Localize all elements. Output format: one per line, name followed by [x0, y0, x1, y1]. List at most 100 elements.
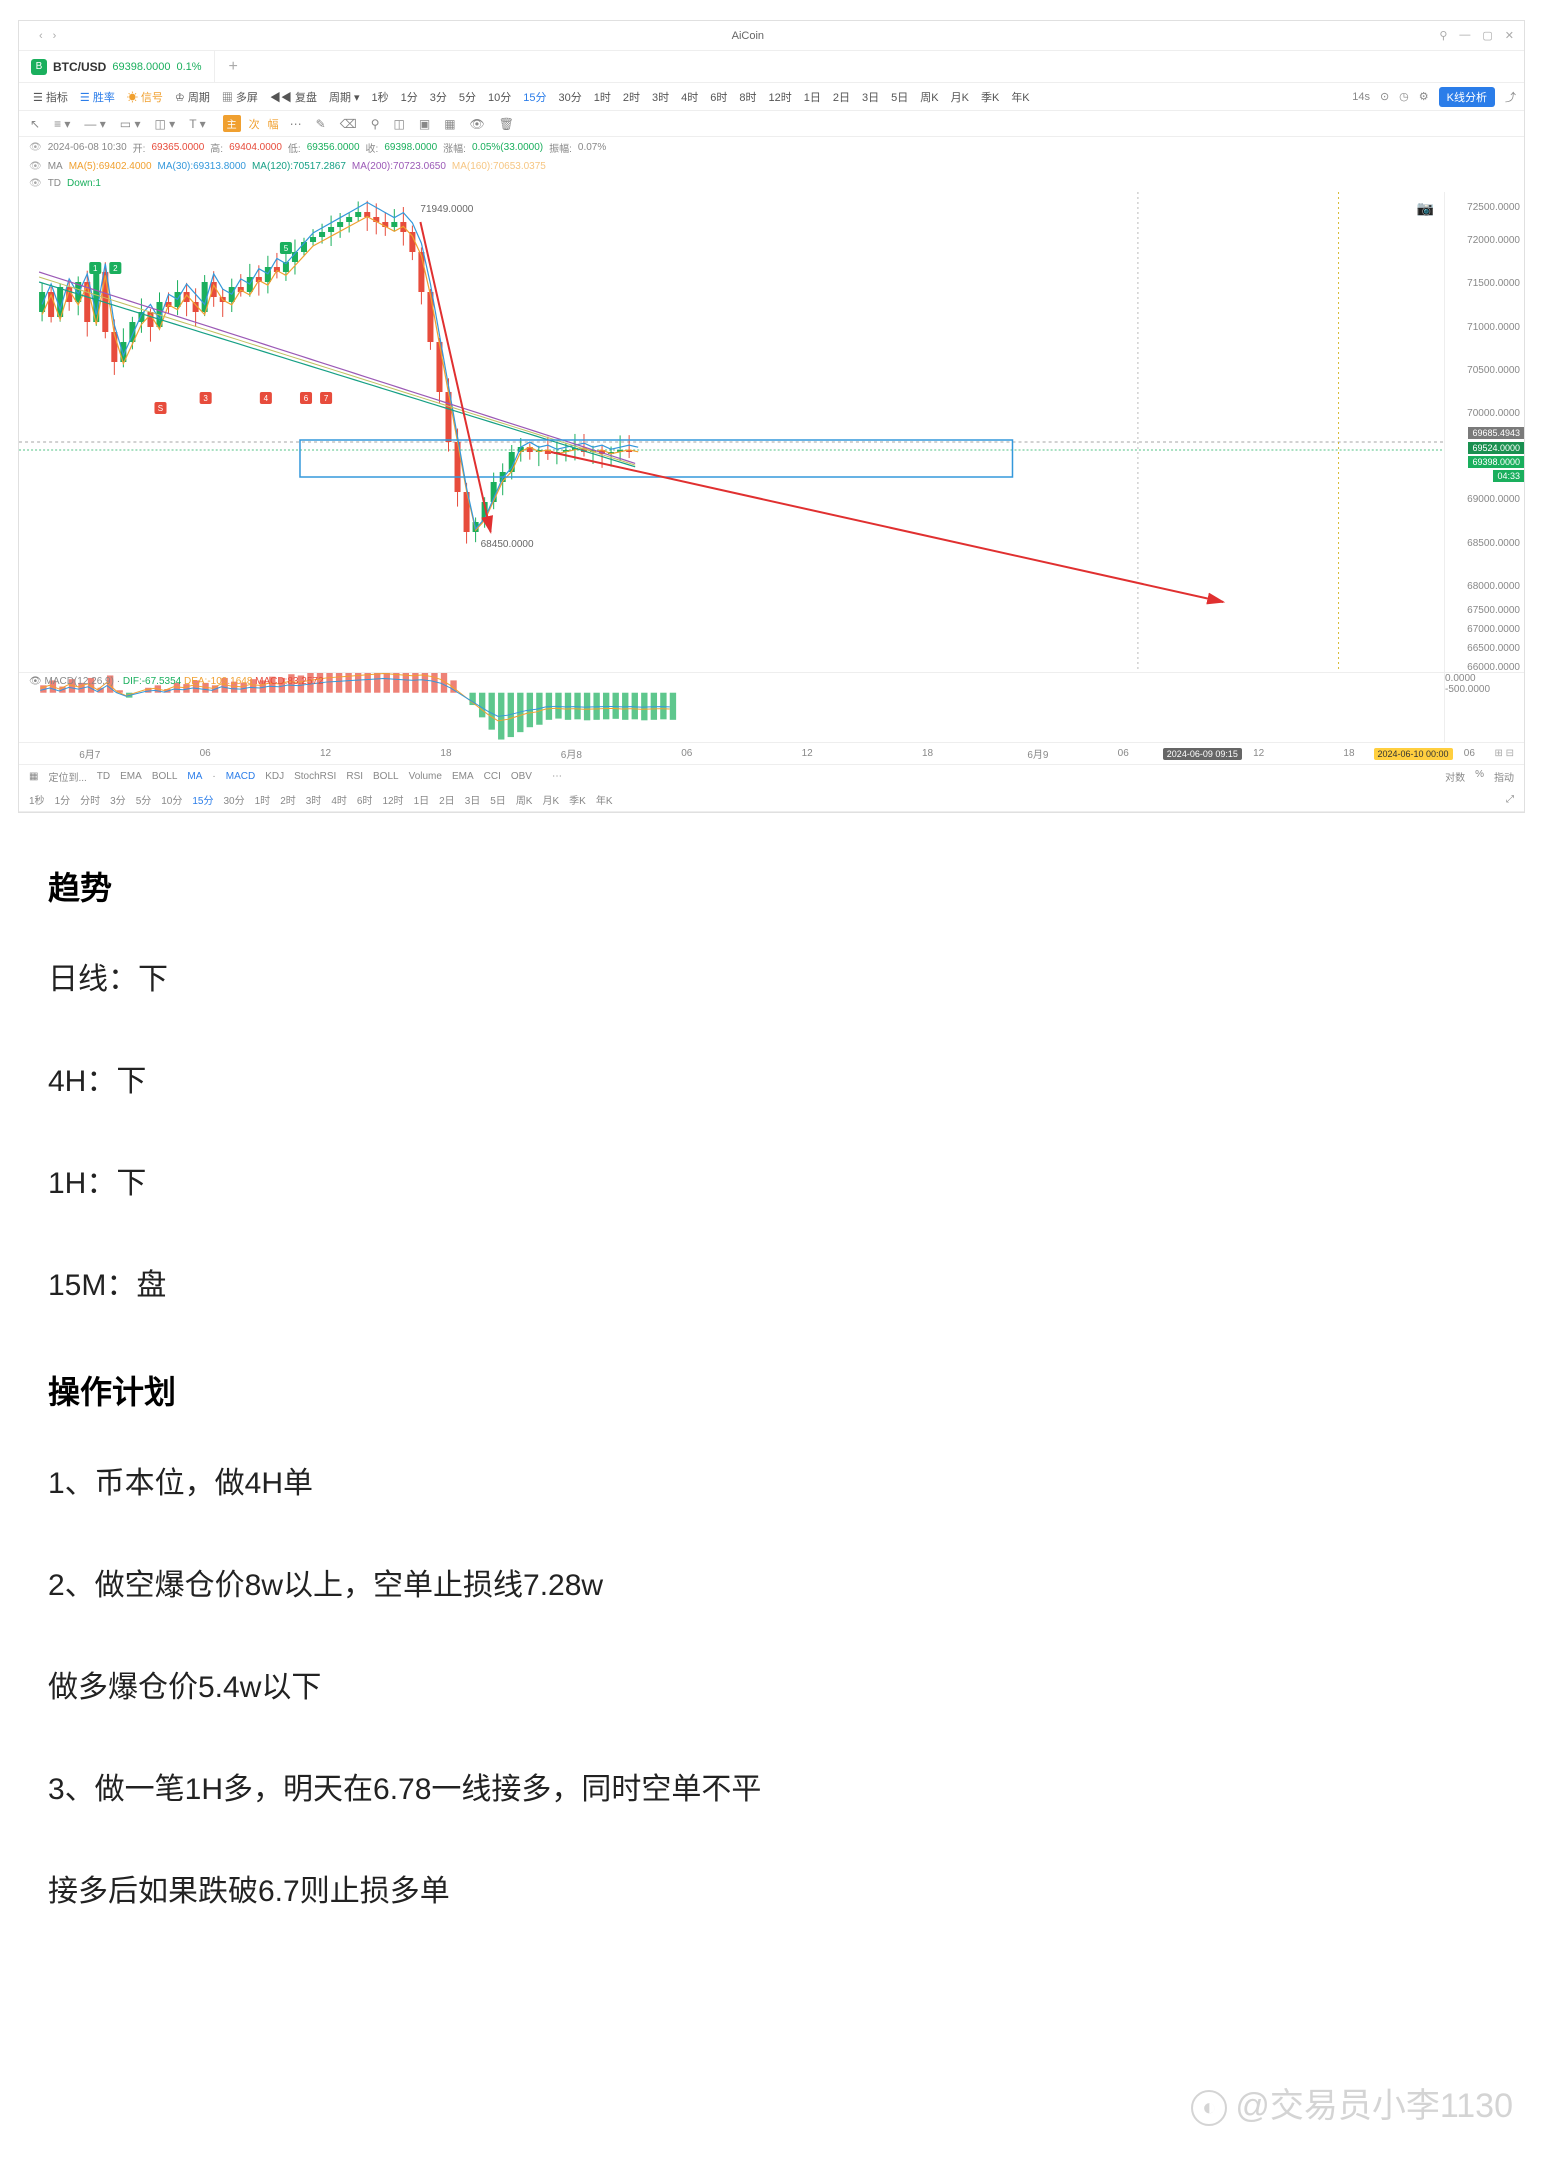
- tf2-3分[interactable]: 3分: [110, 792, 126, 807]
- symbol-tab[interactable]: B BTC/USD 69398.0000 0.1%: [19, 51, 215, 82]
- tf-月K[interactable]: 月K: [945, 92, 975, 104]
- tf2-周K[interactable]: 周K: [516, 792, 533, 807]
- tf2-1日[interactable]: 1日: [414, 792, 430, 807]
- zoom-out-icon[interactable]: ⊟: [1506, 748, 1514, 759]
- magnet-icon[interactable]: ⚲: [368, 117, 383, 131]
- tf2-15分[interactable]: 15分: [192, 792, 213, 807]
- layers-icon[interactable]: ▣: [416, 117, 433, 131]
- line-tool-icon[interactable]: ≡ ▾: [51, 117, 73, 131]
- ind-KDJ[interactable]: KDJ: [265, 771, 284, 782]
- expand-icon[interactable]: ⤢: [1506, 794, 1514, 805]
- tb-indicator[interactable]: ☰ 指标: [27, 89, 74, 105]
- tf-1时[interactable]: 1时: [588, 92, 617, 104]
- maximize-icon[interactable]: ▢: [1482, 29, 1492, 42]
- tf2-4时[interactable]: 4时: [331, 792, 347, 807]
- ind-·[interactable]: ·: [212, 771, 215, 782]
- alert-icon[interactable]: ⊙: [1380, 90, 1389, 103]
- tf-5分[interactable]: 5分: [453, 92, 482, 104]
- tf-2时[interactable]: 2时: [617, 92, 646, 104]
- trash-icon[interactable]: 🗑: [496, 117, 517, 131]
- tf2-月K[interactable]: 月K: [542, 792, 559, 807]
- brush-icon[interactable]: ✎: [313, 117, 329, 131]
- more-tools-icon[interactable]: ⋯: [287, 117, 305, 131]
- tf2-季K[interactable]: 季K: [569, 792, 586, 807]
- locate-button[interactable]: 定位到...: [48, 769, 86, 784]
- price-chart[interactable]: 📷 1234567S71949.000068450.0000 72500.000…: [19, 192, 1524, 672]
- tf-30分[interactable]: 30分: [553, 92, 588, 104]
- ind-RSI[interactable]: RSI: [346, 771, 363, 782]
- close-icon[interactable]: ✕: [1505, 29, 1514, 42]
- tf2-3日[interactable]: 3日: [465, 792, 481, 807]
- tf-4时[interactable]: 4时: [675, 92, 704, 104]
- tf-3日[interactable]: 3日: [856, 92, 885, 104]
- cursor-tool-icon[interactable]: ↖: [27, 117, 43, 131]
- tf-6时[interactable]: 6时: [704, 92, 733, 104]
- ind-CCI[interactable]: CCI: [484, 771, 501, 782]
- tf2-年K[interactable]: 年K: [596, 792, 613, 807]
- tf2-5分[interactable]: 5分: [136, 792, 152, 807]
- ind-BOLL[interactable]: BOLL: [152, 771, 178, 782]
- tf2-3时[interactable]: 3时: [306, 792, 322, 807]
- tb-signal[interactable]: ☀ 信号: [121, 89, 169, 105]
- tf-1日[interactable]: 1日: [798, 92, 827, 104]
- add-tab-button[interactable]: +: [215, 58, 252, 76]
- tf2-6时[interactable]: 6时: [357, 792, 373, 807]
- tf2-1秒[interactable]: 1秒: [29, 792, 45, 807]
- tf2-5日[interactable]: 5日: [490, 792, 506, 807]
- kline-analysis-button[interactable]: K线分析: [1439, 87, 1495, 107]
- tf-周K[interactable]: 周K: [914, 92, 944, 104]
- fib-tool-icon[interactable]: ◫ ▾: [151, 117, 178, 131]
- tf2-分时[interactable]: 分时: [80, 792, 100, 807]
- main-indicator-label[interactable]: 主: [223, 115, 241, 132]
- tf-季K[interactable]: 季K: [975, 92, 1005, 104]
- tb-winrate[interactable]: ☰ 胜率: [74, 89, 121, 105]
- tf2-10分[interactable]: 10分: [161, 792, 182, 807]
- filter-icon[interactable]: ⚙: [1419, 90, 1429, 103]
- ind-BOLL[interactable]: BOLL: [373, 771, 399, 782]
- ind-Volume[interactable]: Volume: [409, 771, 442, 782]
- eraser-icon[interactable]: ⌫: [337, 117, 360, 131]
- tb-period[interactable]: ♔ 周期: [169, 89, 216, 105]
- tb-replay[interactable]: ◀◀ 复盘: [264, 89, 323, 105]
- tf2-12时[interactable]: 12时: [382, 792, 403, 807]
- screenshot-icon[interactable]: 📷: [1417, 200, 1434, 217]
- tf-5日[interactable]: 5日: [885, 92, 914, 104]
- tf2-1时[interactable]: 1时: [255, 792, 271, 807]
- tf-12时[interactable]: 12时: [763, 92, 798, 104]
- ind-StochRSI[interactable]: StochRSI: [294, 771, 336, 782]
- more-ind-icon[interactable]: ⋯: [552, 771, 562, 782]
- tb-multi[interactable]: ▦ 多屏: [216, 89, 264, 105]
- tf-年K[interactable]: 年K: [1005, 92, 1035, 104]
- nav-back-icon[interactable]: ‹: [39, 30, 43, 42]
- amp-label[interactable]: 幅: [268, 116, 279, 132]
- tf2-1分[interactable]: 1分: [55, 792, 71, 807]
- move-toggle[interactable]: 指动: [1494, 769, 1514, 784]
- tf-10分[interactable]: 10分: [482, 92, 517, 104]
- locate-icon[interactable]: ▦: [29, 771, 38, 782]
- ind-EMA[interactable]: EMA: [452, 771, 474, 782]
- ruler-icon[interactable]: ◫: [391, 117, 408, 131]
- minimize-icon[interactable]: —: [1459, 29, 1470, 42]
- ind-OBV[interactable]: OBV: [511, 771, 532, 782]
- tf2-2日[interactable]: 2日: [439, 792, 455, 807]
- tf2-30分[interactable]: 30分: [224, 792, 245, 807]
- ind-MA[interactable]: MA: [187, 771, 202, 782]
- lock-icon[interactable]: ▦: [441, 117, 458, 131]
- tf-1分[interactable]: 1分: [395, 92, 424, 104]
- tf-8时[interactable]: 8时: [733, 92, 762, 104]
- tf-1秒[interactable]: 1秒: [366, 92, 395, 104]
- ind-MACD[interactable]: MACD: [226, 771, 255, 782]
- share-icon[interactable]: ⤴: [1505, 89, 1516, 105]
- tf2-2时[interactable]: 2时: [280, 792, 296, 807]
- trend-tool-icon[interactable]: — ▾: [81, 117, 108, 131]
- clock-icon[interactable]: ◷: [1399, 90, 1409, 103]
- zoom-in-icon[interactable]: ⊞: [1494, 748, 1502, 759]
- log-toggle[interactable]: 对数: [1445, 769, 1465, 784]
- tf-3时[interactable]: 3时: [646, 92, 675, 104]
- ind-EMA[interactable]: EMA: [120, 771, 142, 782]
- ind-TD[interactable]: TD: [97, 771, 110, 782]
- tf-2日[interactable]: 2日: [827, 92, 856, 104]
- tb-cycle[interactable]: 周期 ▾: [323, 89, 366, 105]
- sub-indicator-label[interactable]: 次: [249, 116, 260, 132]
- text-tool-icon[interactable]: T ▾: [186, 117, 208, 131]
